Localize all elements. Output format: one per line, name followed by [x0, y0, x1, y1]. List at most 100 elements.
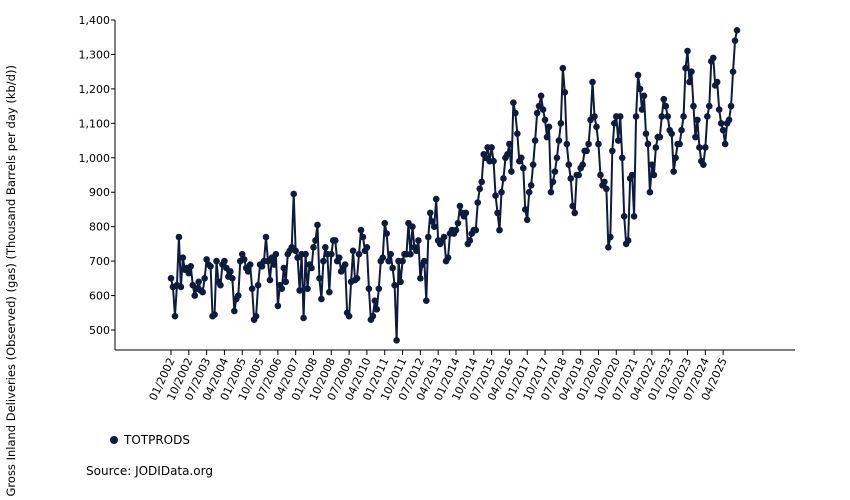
y-axis-label: n / Gross Inland Deliveries (Observed) (…: [4, 65, 18, 500]
data-point: [195, 278, 203, 286]
data-point: [167, 275, 175, 282]
data-point: [379, 254, 387, 261]
data-point: [310, 244, 317, 251]
data-point: [369, 312, 377, 320]
data-point: [603, 185, 610, 193]
data-point: [684, 47, 691, 55]
data-point: [690, 102, 697, 110]
y-tick-label: 1,200: [79, 83, 111, 96]
data-point: [292, 247, 299, 255]
data-point: [444, 254, 452, 261]
data-point: [318, 295, 325, 303]
data-point: [559, 64, 567, 72]
data-point: [680, 113, 687, 120]
data-point: [676, 140, 683, 148]
data-point: [363, 244, 371, 251]
data-point: [700, 161, 707, 168]
data-point: [217, 281, 224, 289]
data-point: [280, 264, 288, 272]
data-point: [525, 188, 533, 196]
data-point: [531, 137, 539, 144]
data-point: [421, 257, 428, 265]
data-point: [638, 106, 646, 113]
data-point: [569, 202, 577, 210]
data-point: [508, 168, 515, 175]
data-point: [426, 209, 434, 217]
data-point: [238, 250, 246, 258]
data-point: [375, 285, 383, 292]
data-point: [614, 137, 622, 144]
data-point: [597, 171, 604, 179]
data-point: [545, 123, 553, 131]
data-point: [523, 216, 531, 224]
data-point: [240, 256, 248, 263]
data-point: [478, 178, 486, 186]
data-point: [300, 314, 307, 322]
data-point: [547, 188, 555, 196]
y-tick-label: 500: [89, 324, 110, 337]
data-point: [504, 151, 511, 158]
data-point: [498, 188, 505, 196]
data-point: [474, 199, 482, 206]
data-point: [721, 140, 729, 148]
data-point: [717, 120, 725, 127]
data-point: [357, 226, 365, 234]
data-point: [229, 275, 236, 282]
data-point: [510, 99, 517, 106]
data-point: [320, 257, 327, 265]
data-point: [415, 237, 422, 244]
data-point: [407, 250, 414, 258]
data-point: [381, 219, 389, 227]
data-point: [628, 171, 636, 179]
data-point: [705, 102, 713, 110]
data-point: [644, 140, 652, 148]
data-point: [607, 233, 614, 241]
y-tick-label: 1,000: [79, 152, 111, 165]
data-point: [359, 233, 367, 241]
data-point: [246, 261, 254, 268]
data-point: [630, 213, 638, 220]
data-point: [207, 262, 214, 270]
data-point: [652, 144, 660, 151]
data-point: [561, 89, 569, 96]
data-point: [656, 133, 664, 141]
data-point: [517, 154, 525, 162]
data-point: [185, 269, 193, 277]
data-point: [731, 37, 739, 44]
data-point: [527, 182, 535, 189]
data-point: [648, 161, 656, 168]
data-point: [686, 78, 693, 86]
data-point: [274, 302, 282, 310]
data-point: [591, 113, 598, 120]
data-point: [521, 206, 529, 213]
data-point: [335, 254, 343, 261]
data-point: [670, 168, 677, 175]
data-point: [432, 195, 440, 203]
data-point: [609, 147, 616, 155]
x-axis: 01/200210/200207/200304/200401/200510/20…: [115, 349, 795, 403]
data-point: [650, 171, 658, 179]
data-point: [715, 106, 723, 113]
data-point: [452, 226, 460, 234]
data-point: [179, 254, 187, 261]
data-point: [355, 250, 363, 258]
data-point: [308, 264, 315, 272]
data-point: [391, 281, 398, 289]
data-point: [553, 154, 561, 162]
data-point: [702, 144, 709, 151]
plot-area: [167, 27, 741, 344]
data-point: [539, 106, 547, 113]
y-tick-label: 700: [89, 255, 110, 268]
data-point: [466, 237, 474, 244]
data-point: [175, 233, 183, 241]
data-point: [304, 285, 311, 292]
y-tick-label: 1,100: [79, 117, 111, 130]
data-point: [296, 287, 303, 294]
data-point: [201, 275, 208, 282]
data-point: [565, 161, 573, 168]
y-tick-label: 1,400: [79, 14, 111, 27]
data-point: [725, 116, 733, 124]
data-point: [341, 261, 349, 268]
data-point: [227, 268, 234, 275]
